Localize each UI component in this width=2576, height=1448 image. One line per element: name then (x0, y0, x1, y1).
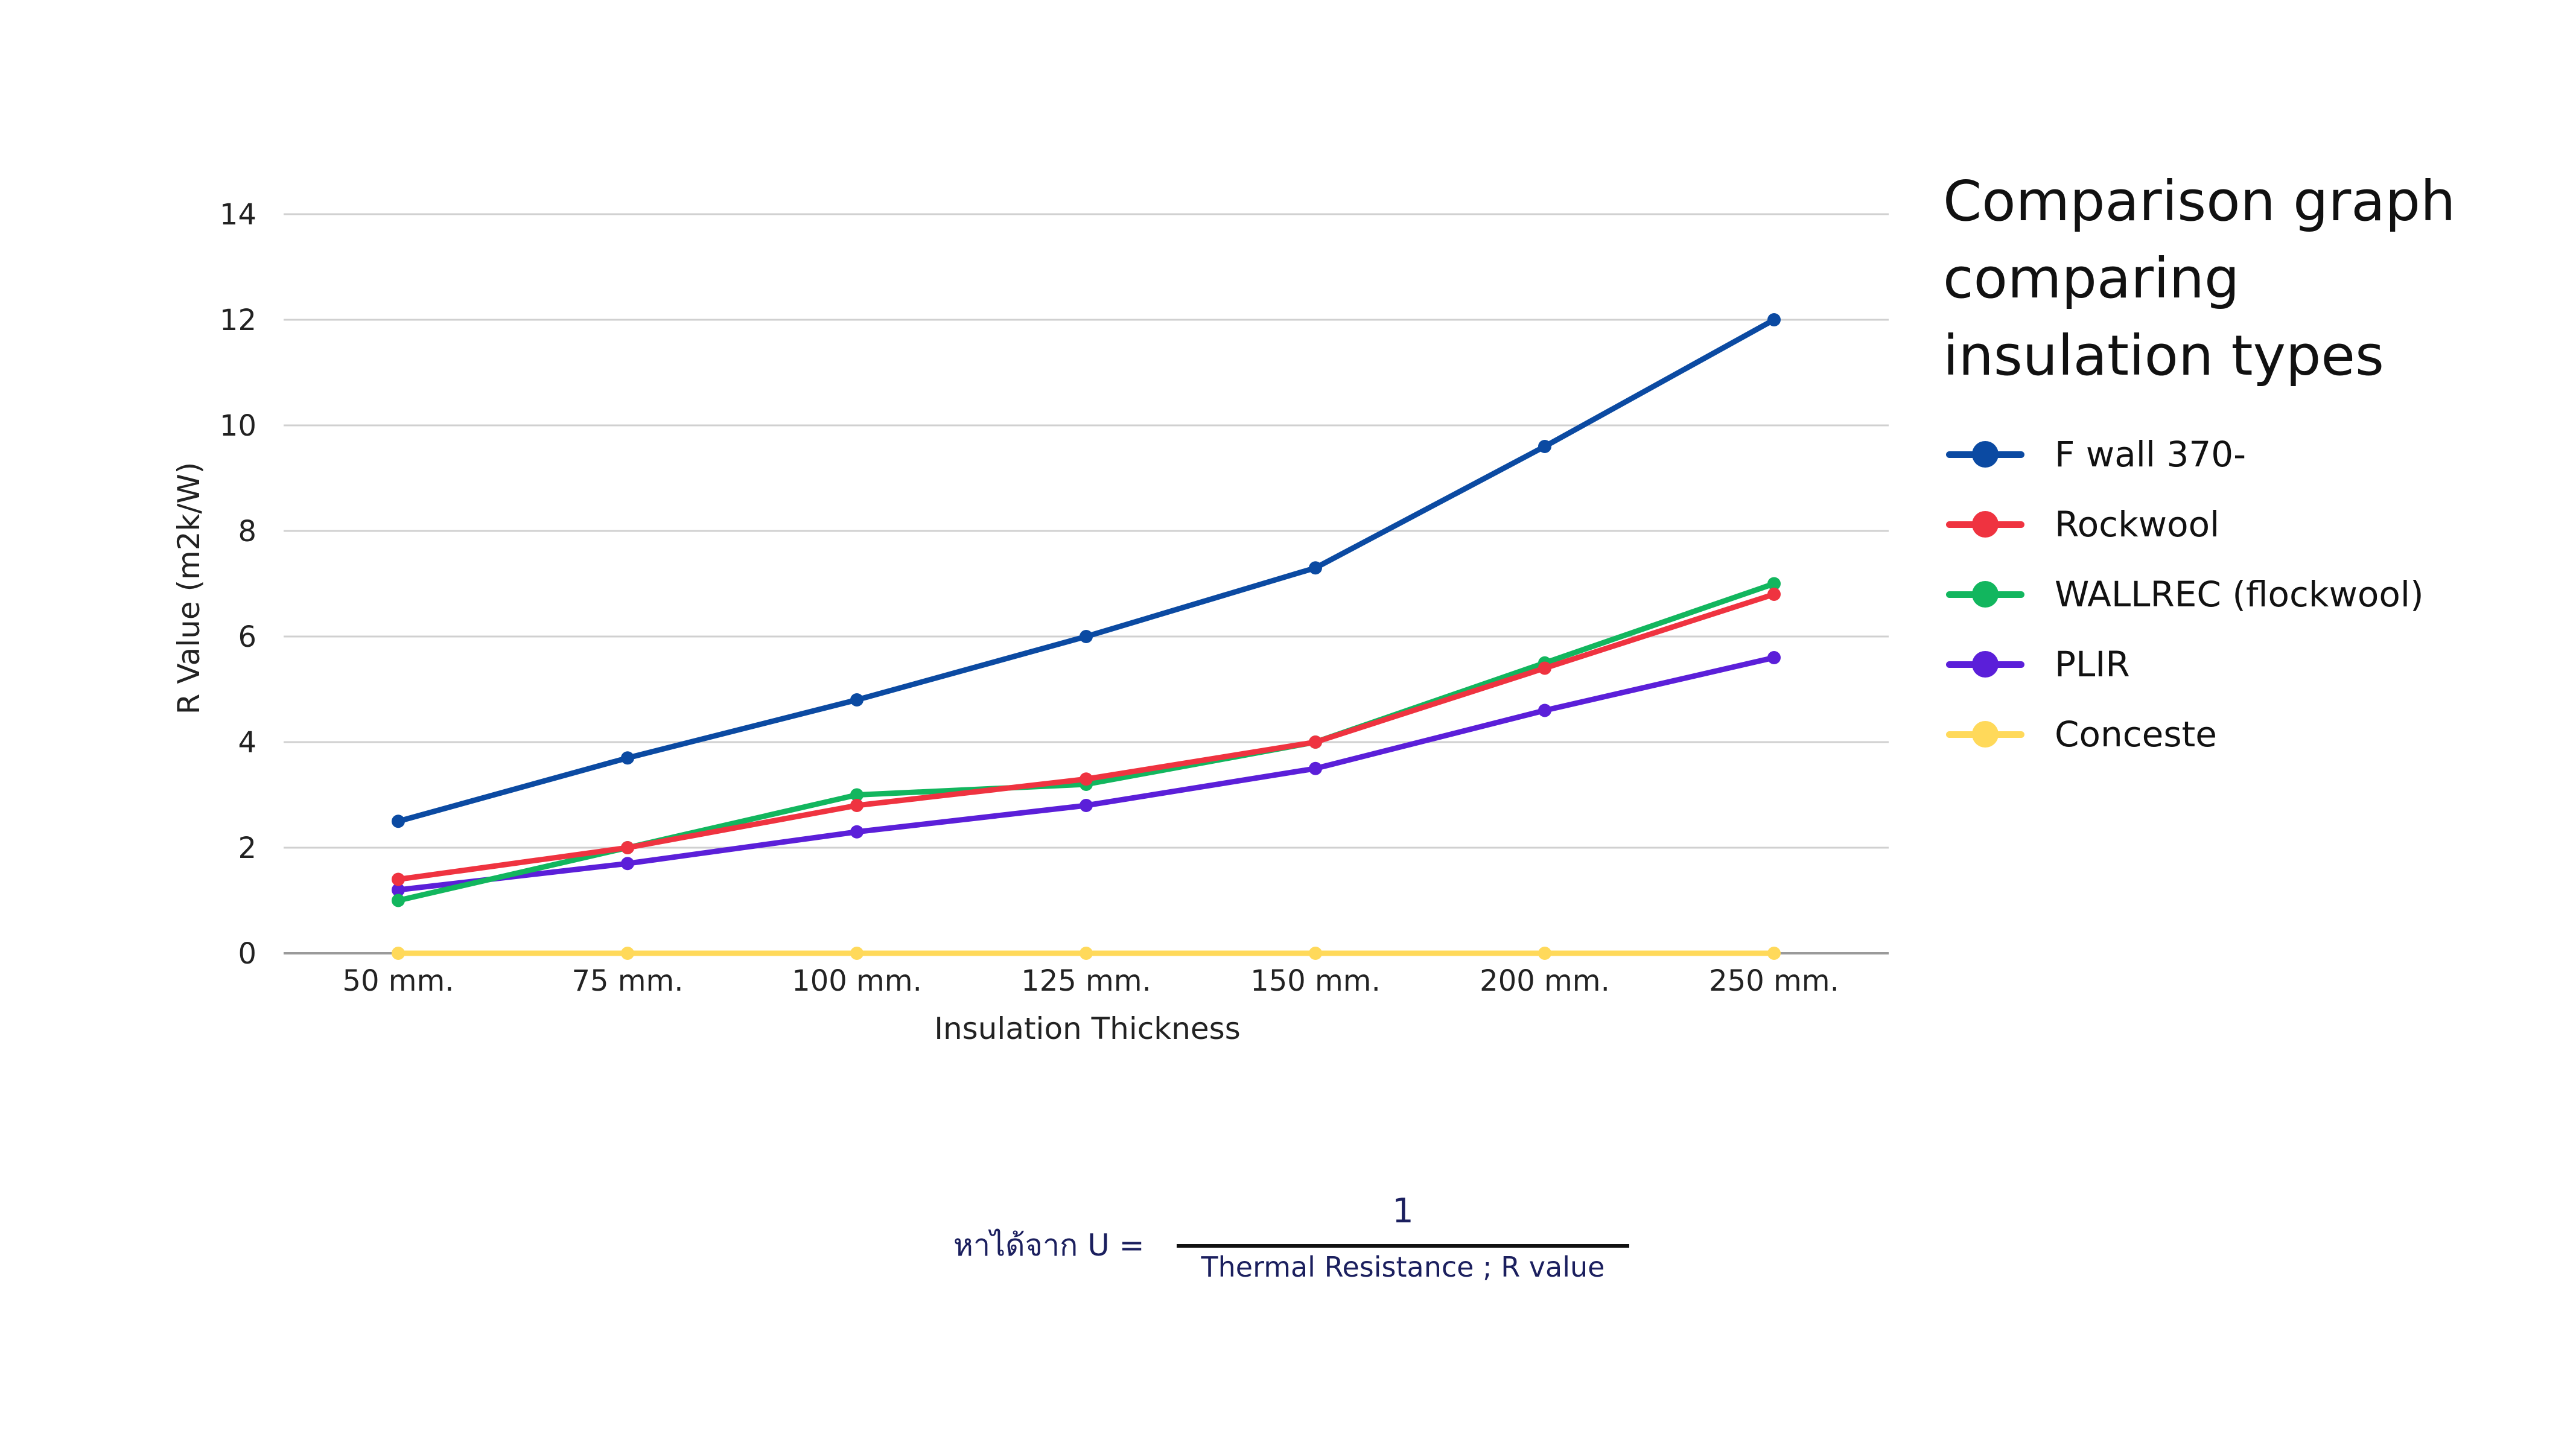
legend-item: WALLREC (flockwool) (1946, 559, 2574, 629)
data-point (1767, 651, 1781, 664)
x-axis-ticks: 50 mm. 75 mm. 100 mm. 125 mm. 150 mm. 200 mm.… (342, 964, 1839, 998)
y-tick-label: 14 (220, 198, 256, 232)
legend-label: WALLREC (flockwool) (2055, 574, 2424, 615)
series-plir (392, 651, 1781, 897)
formula-numerator: 1 (1392, 1192, 1414, 1231)
data-point (392, 883, 405, 897)
series-lines (392, 313, 1781, 960)
chart-title: Comparison graph comparing insulation ty… (1943, 163, 2559, 395)
x-axis-title: Insulation Thickness (934, 1011, 1241, 1046)
formula-denominator: Thermal Resistance ; R value (1201, 1251, 1605, 1283)
data-point (1309, 735, 1322, 749)
data-point (1309, 761, 1322, 775)
data-point (392, 872, 405, 886)
data-point (1538, 440, 1551, 453)
data-point (1080, 947, 1093, 960)
data-point (1767, 588, 1781, 601)
y-tick-label: 8 (238, 515, 256, 548)
legend-label: F wall 370- (2055, 434, 2247, 475)
data-point (1080, 772, 1093, 786)
series-f-wall-370 (392, 313, 1781, 828)
series-line (395, 317, 1777, 824)
series-rockwool (392, 588, 1781, 886)
legend-label: Conceste (2055, 714, 2217, 755)
legend-item: Conceste (1946, 699, 2574, 769)
legend-swatch (1946, 646, 2024, 682)
legend-label: Rockwool (2055, 504, 2220, 545)
data-point (1538, 947, 1551, 960)
x-tick-label: 125 mm. (1021, 964, 1151, 998)
data-point (1538, 661, 1551, 675)
legend: F wall 370- Rockwool WALLREC (flockwool) PL… (1946, 419, 2574, 769)
data-point (1538, 703, 1551, 717)
data-point (392, 815, 405, 828)
data-point (1767, 947, 1781, 960)
data-point (621, 841, 634, 854)
x-tick-label: 75 mm. (571, 964, 683, 998)
y-tick-label: 2 (238, 831, 256, 865)
fraction-bar (1177, 1244, 1629, 1248)
data-point (850, 693, 863, 707)
legend-item: PLIR (1946, 629, 2574, 699)
x-tick-label: 150 mm. (1250, 964, 1381, 998)
data-point (1309, 947, 1322, 960)
series-conceste (392, 947, 1781, 960)
data-point (392, 894, 405, 907)
x-tick-label: 250 mm. (1709, 964, 1839, 998)
legend-swatch (1946, 506, 2024, 542)
y-tick-label: 0 (238, 937, 256, 971)
data-point (392, 947, 405, 960)
chart-title-line: comparing (1943, 246, 2240, 311)
data-point (1767, 313, 1781, 326)
x-tick-label: 100 mm. (792, 964, 922, 998)
data-point (621, 857, 634, 871)
data-point (1767, 577, 1781, 591)
y-tick-label: 4 (238, 726, 256, 760)
legend-swatch (1946, 436, 2024, 472)
y-axis-title: R Value (m2k/W) (171, 462, 206, 715)
formula-lhs: หาได้จาก U = (953, 1228, 1145, 1263)
y-tick-label: 10 (220, 409, 256, 443)
x-tick-label: 200 mm. (1480, 964, 1610, 998)
y-tick-label: 12 (220, 303, 256, 337)
legend-label: PLIR (2055, 644, 2130, 685)
legend-item: Rockwool (1946, 489, 2574, 559)
y-axis-ticks: 0 2 4 6 8 10 12 14 (220, 198, 256, 971)
y-tick-label: 6 (238, 620, 256, 654)
chart-title-line: Comparison graph (1943, 169, 2456, 233)
data-point (850, 947, 863, 960)
data-point (621, 751, 634, 765)
u-value-formula: หาได้จาก U = 1 Thermal Resistance ; R va… (953, 1192, 1641, 1300)
gridlines (284, 213, 1889, 954)
legend-swatch (1946, 716, 2024, 752)
data-point (1080, 799, 1093, 812)
x-tick-label: 50 mm. (342, 964, 454, 998)
legend-item: F wall 370- (1946, 419, 2574, 489)
data-point (850, 825, 863, 839)
legend-swatch (1946, 576, 2024, 612)
data-point (850, 788, 863, 802)
data-point (1080, 630, 1093, 643)
data-point (850, 799, 863, 812)
data-point (1309, 561, 1322, 575)
chart-title-line: insulation types (1943, 323, 2384, 388)
data-point (621, 947, 634, 960)
